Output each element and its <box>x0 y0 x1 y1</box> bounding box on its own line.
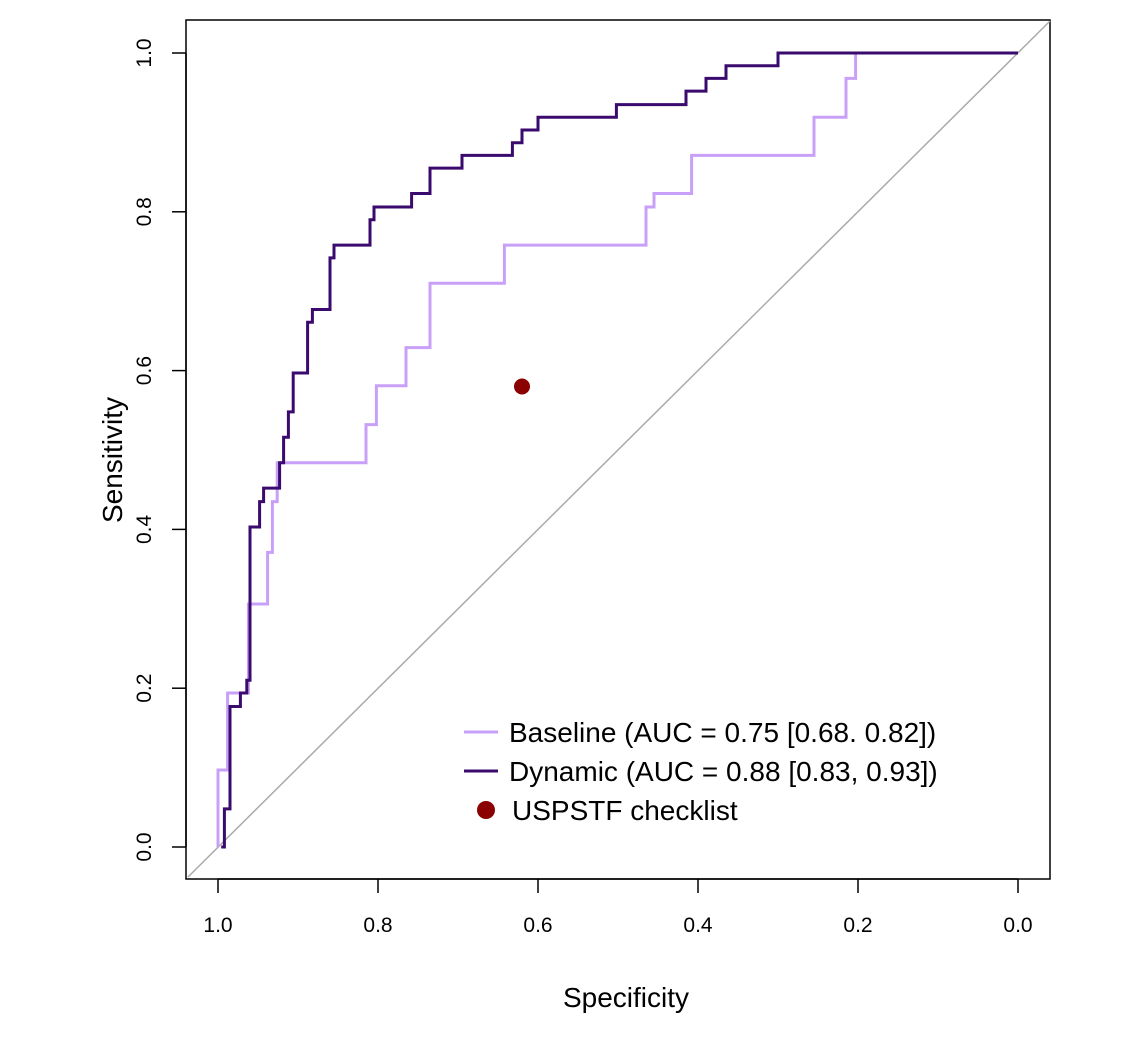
legend: Baseline (AUC = 0.75 [0.68. 0.82]) Dynam… <box>464 717 938 826</box>
x-tick-label: 0.8 <box>363 914 392 937</box>
x-tick-label: 0.2 <box>843 914 872 937</box>
legend-label-baseline: Baseline (AUC = 0.75 [0.68. 0.82]) <box>509 717 936 748</box>
legend-label-uspstf: USPSTF checklist <box>512 795 738 826</box>
y-tick-label: 0.0 <box>133 832 156 861</box>
legend-label-dynamic: Dynamic (AUC = 0.88 [0.83, 0.93]) <box>509 756 938 787</box>
y-tick-label: 1.0 <box>133 38 156 67</box>
x-tick-label: 0.4 <box>683 914 713 937</box>
x-tick-label: 1.0 <box>203 914 232 937</box>
dynamic-roc-curve <box>221 51 1018 849</box>
y-tick-label: 0.8 <box>133 197 156 226</box>
chance-diagonal-line <box>187 20 1051 878</box>
x-axis-title: Specificity <box>563 982 689 1013</box>
y-tick-label: 0.4 <box>133 514 156 544</box>
x-axis: 1.0 0.8 0.6 0.4 0.2 0.0 <box>203 878 1033 937</box>
legend-swatch-uspstf <box>477 801 495 819</box>
y-tick-label: 0.6 <box>133 356 156 385</box>
baseline-roc-curve <box>216 51 1018 847</box>
y-axis-title: Sensitivity <box>97 397 128 523</box>
x-tick-label: 0.6 <box>523 914 552 937</box>
y-tick-label: 0.2 <box>133 674 156 703</box>
uspstf-checklist-point <box>514 378 530 395</box>
x-tick-label: 0.0 <box>1003 914 1032 937</box>
y-axis: 0.0 0.2 0.4 0.6 0.8 1.0 <box>133 38 187 862</box>
